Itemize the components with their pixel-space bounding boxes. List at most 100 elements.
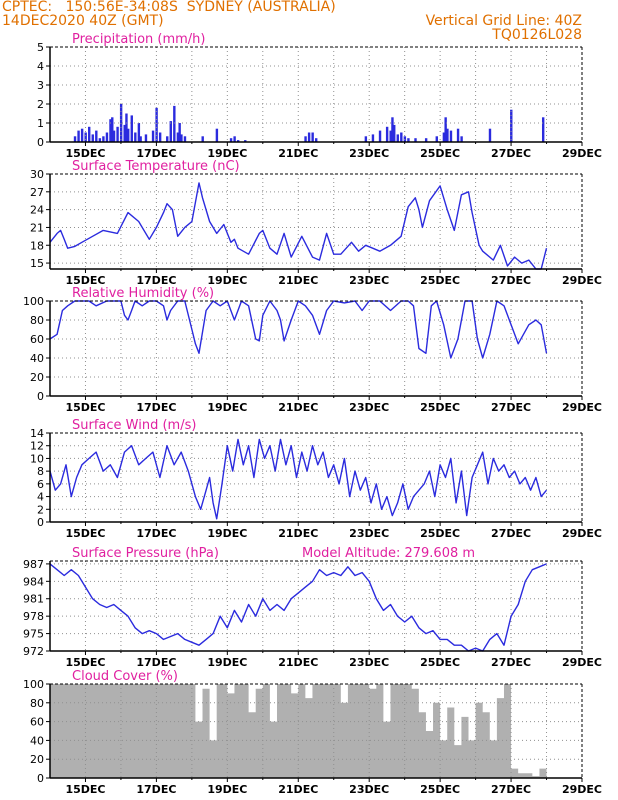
- y-tick-label: 981: [23, 593, 44, 606]
- precip-bar: [73, 136, 77, 142]
- precip-bar: [105, 132, 109, 142]
- precip-bar: [116, 126, 119, 142]
- precip-bar: [378, 130, 382, 142]
- y-tick-label: 2: [37, 503, 44, 516]
- precip-bar: [130, 115, 133, 142]
- y-tick-label: 984: [23, 575, 44, 588]
- x-tick-label: 27DEC: [491, 656, 531, 669]
- x-tick-label: 23DEC: [349, 527, 389, 540]
- x-tick-label: 15DEC: [65, 274, 105, 287]
- precip-bar: [183, 136, 187, 142]
- precip-bar: [166, 136, 169, 142]
- x-tick-label: 15DEC: [65, 401, 105, 414]
- x-tick-label: 23DEC: [349, 274, 389, 287]
- x-tick-label: 21DEC: [278, 274, 318, 287]
- y-tick-label: 30: [30, 168, 44, 181]
- y-tick-label: 24: [30, 204, 44, 217]
- precip-bar: [102, 136, 105, 142]
- x-tick-label: 21DEC: [278, 656, 318, 669]
- y-tick-label: 80: [30, 314, 44, 327]
- chart-subtitle: Model Altitude: 279.608 m: [302, 546, 475, 561]
- precip-bar: [446, 128, 449, 142]
- y-tick-label: 60: [30, 333, 44, 346]
- precip-bar: [460, 136, 463, 142]
- header-grid-note: Vertical Grid Line: 40Z: [425, 13, 582, 29]
- y-tick-label: 987: [23, 558, 44, 571]
- precip-bar: [80, 128, 84, 142]
- y-tick-label: 20: [30, 371, 44, 384]
- x-tick-label: 29DEC: [562, 783, 602, 796]
- chart-panel-2: 15 18 21 24 27 30 15DEC 17DEC 19DEC 21DEC 23DEC 25D…: [30, 159, 602, 287]
- x-tick-label: 21DEC: [278, 401, 318, 414]
- y-tick-label: 40: [30, 352, 44, 365]
- precip-bar: [201, 136, 204, 142]
- y-tick-label: 3: [37, 79, 44, 92]
- x-tick-label: 15DEC: [65, 656, 105, 669]
- y-tick-label: 12: [30, 440, 44, 453]
- precip-bar: [151, 130, 155, 142]
- precip-bar: [311, 132, 314, 142]
- precip-bar: [158, 132, 162, 142]
- x-tick-label: 27DEC: [491, 147, 531, 160]
- y-tick-label: 5: [37, 41, 44, 54]
- precip-bar: [155, 107, 158, 142]
- x-tick-label: 29DEC: [562, 147, 602, 160]
- precip-bar: [233, 136, 236, 142]
- precip-bar: [244, 140, 247, 142]
- precip-bar: [169, 121, 172, 142]
- x-tick-label: 25DEC: [420, 527, 460, 540]
- y-tick-label: 0: [37, 772, 44, 785]
- chart-title: Surface Wind (m/s): [72, 418, 196, 433]
- y-tick-label: 4: [37, 491, 44, 504]
- precip-bar: [91, 134, 94, 142]
- precip-bar: [541, 117, 545, 142]
- y-tick-label: 975: [23, 628, 44, 641]
- precip-bar: [307, 132, 311, 142]
- y-tick-label: 2: [37, 98, 44, 111]
- y-tick-label: 4: [37, 60, 44, 73]
- precip-bar: [391, 117, 394, 142]
- precip-bar: [449, 130, 453, 142]
- precip-bar: [424, 138, 428, 142]
- y-tick-label: 8: [37, 465, 44, 478]
- series-line: [49, 182, 548, 270]
- x-tick-label: 21DEC: [278, 147, 318, 160]
- x-tick-label: 27DEC: [491, 527, 531, 540]
- x-tick-label: 23DEC: [349, 401, 389, 414]
- y-tick-label: 14: [30, 427, 44, 440]
- chart-title: Surface Temperature (nC): [72, 159, 240, 174]
- precip-bar: [396, 134, 399, 142]
- precip-bar: [364, 136, 368, 142]
- y-tick-label: 0: [37, 136, 44, 149]
- x-tick-label: 27DEC: [491, 783, 531, 796]
- series-line: [49, 563, 547, 652]
- x-tick-label: 15DEC: [65, 147, 105, 160]
- precip-bar: [173, 105, 176, 142]
- x-tick-label: 19DEC: [207, 783, 247, 796]
- series-line: [49, 438, 548, 520]
- precip-bar: [304, 136, 307, 142]
- chart-panel-1: 0 1 2 3 4 5 15DEC 17DEC 19DEC 21DEC 23DEC 25DEC 27DE…: [37, 32, 602, 160]
- y-tick-label: 0: [37, 390, 44, 403]
- precip-bar: [139, 136, 142, 142]
- x-tick-label: 29DEC: [562, 527, 602, 540]
- precip-bar: [98, 138, 102, 142]
- y-tick-label: 100: [23, 295, 44, 308]
- precip-bar: [123, 124, 126, 142]
- x-tick-label: 21DEC: [278, 783, 318, 796]
- chart-title: Cloud Cover (%): [72, 669, 178, 684]
- chart-title: Precipitation (mm/h): [72, 32, 205, 47]
- y-tick-label: 1: [37, 117, 44, 130]
- y-tick-label: 6: [37, 478, 44, 491]
- x-tick-label: 25DEC: [420, 401, 460, 414]
- precip-bar: [134, 132, 137, 142]
- cloud-cover-area: [50, 684, 547, 778]
- x-tick-label: 17DEC: [136, 527, 176, 540]
- x-tick-label: 23DEC: [349, 783, 389, 796]
- x-tick-label: 29DEC: [562, 274, 602, 287]
- y-tick-label: 60: [30, 716, 44, 729]
- precip-bar: [215, 128, 219, 142]
- x-tick-label: 15DEC: [65, 527, 105, 540]
- precip-bar: [400, 132, 403, 142]
